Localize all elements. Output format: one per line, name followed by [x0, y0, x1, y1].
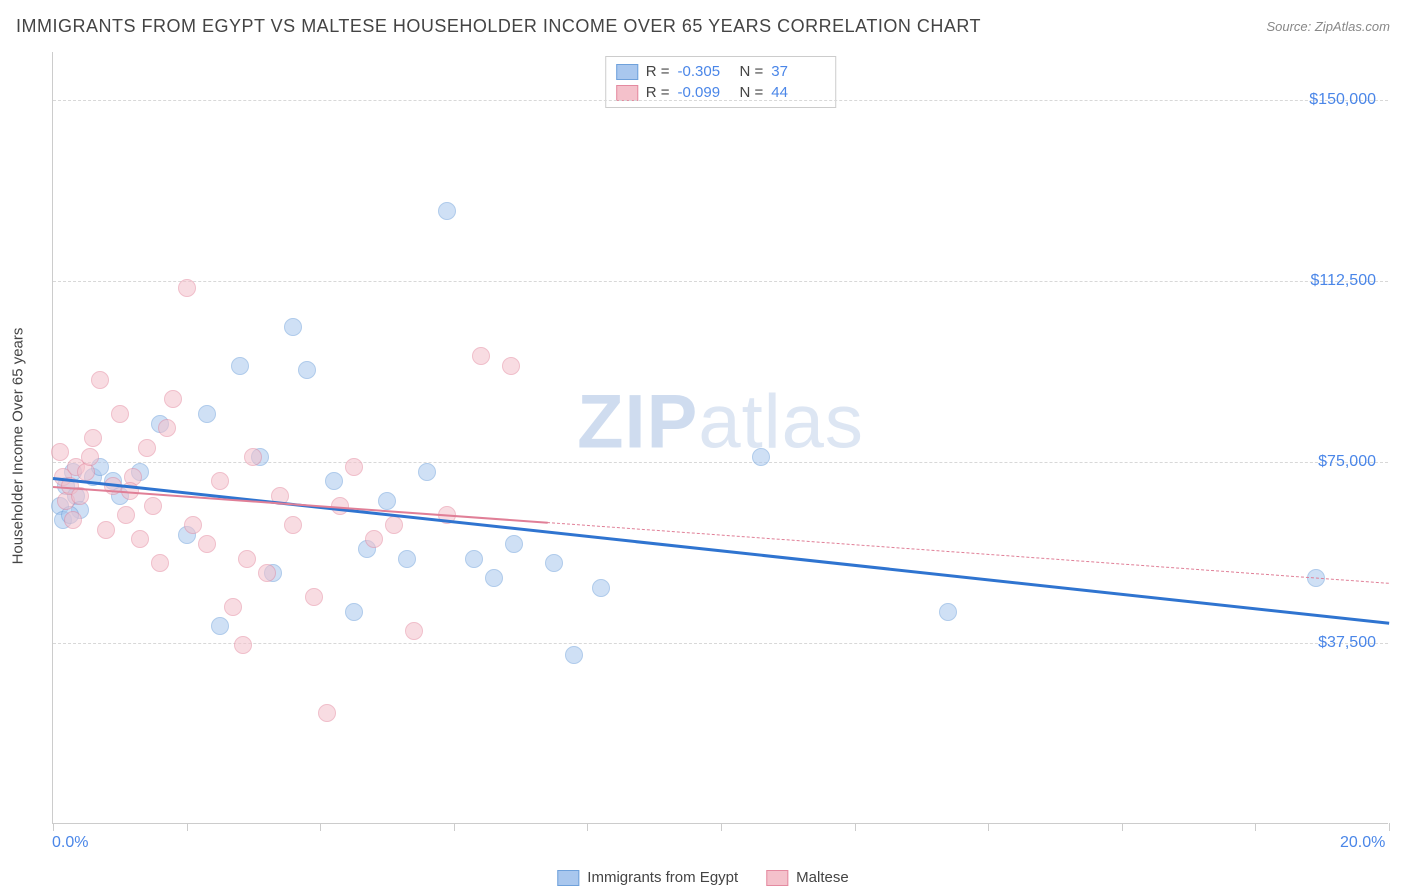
data-point — [111, 405, 129, 423]
n-value: 44 — [771, 84, 825, 101]
x-tick — [320, 823, 321, 831]
data-point — [178, 279, 196, 297]
n-value: 37 — [771, 63, 825, 80]
gridline — [53, 643, 1388, 644]
x-tick — [721, 823, 722, 831]
x-tick — [1389, 823, 1390, 831]
x-tick — [855, 823, 856, 831]
data-point — [198, 405, 216, 423]
data-point — [211, 617, 229, 635]
data-point — [131, 530, 149, 548]
data-point — [418, 463, 436, 481]
legend-item: Immigrants from Egypt — [557, 869, 738, 886]
watermark: ZIPatlas — [577, 379, 864, 466]
data-point — [485, 569, 503, 587]
legend-swatch — [766, 870, 788, 886]
x-tick — [587, 823, 588, 831]
data-point — [51, 443, 69, 461]
scatter-plot-area: ZIPatlas R = -0.305 N = 37 R = -0.099 N = 44 $3… — [52, 52, 1388, 824]
data-point — [398, 550, 416, 568]
data-point — [238, 550, 256, 568]
data-point — [151, 554, 169, 572]
data-point — [385, 516, 403, 534]
data-point — [231, 357, 249, 375]
data-point — [345, 458, 363, 476]
data-point — [138, 439, 156, 457]
data-point — [158, 419, 176, 437]
legend-swatch — [616, 85, 638, 101]
data-point — [318, 704, 336, 722]
data-point — [117, 506, 135, 524]
data-point — [438, 202, 456, 220]
y-axis-title: Householder Income Over 65 years — [10, 328, 27, 565]
data-point — [378, 492, 396, 510]
x-tick — [988, 823, 989, 831]
r-value: -0.305 — [678, 63, 732, 80]
x-tick — [53, 823, 54, 831]
r-value: -0.099 — [678, 84, 732, 101]
x-tick — [1122, 823, 1123, 831]
legend-item: Maltese — [766, 869, 849, 886]
data-point — [211, 472, 229, 490]
chart-title: IMMIGRANTS FROM EGYPT VS MALTESE HOUSEHO… — [16, 16, 981, 37]
data-point — [565, 646, 583, 664]
data-point — [234, 636, 252, 654]
data-point — [405, 622, 423, 640]
data-point — [545, 554, 563, 572]
data-point — [505, 535, 523, 553]
data-point — [184, 516, 202, 534]
legend-stat-row: R = -0.305 N = 37 — [616, 61, 826, 82]
y-tick-label: $75,000 — [1318, 453, 1376, 471]
data-point — [284, 516, 302, 534]
legend-label: Maltese — [796, 869, 849, 886]
data-point — [258, 564, 276, 582]
data-point — [164, 390, 182, 408]
data-point — [97, 521, 115, 539]
x-axis-max-label: 20.0% — [1340, 834, 1385, 852]
data-point — [592, 579, 610, 597]
source-attribution: Source: ZipAtlas.com — [1266, 19, 1390, 34]
trend-line — [547, 522, 1389, 584]
data-point — [198, 535, 216, 553]
data-point — [64, 511, 82, 529]
data-point — [244, 448, 262, 466]
x-tick — [187, 823, 188, 831]
data-point — [298, 361, 316, 379]
data-point — [224, 598, 242, 616]
data-point — [465, 550, 483, 568]
gridline — [53, 281, 1388, 282]
gridline — [53, 100, 1388, 101]
r-label: R = — [646, 84, 670, 101]
data-point — [81, 448, 99, 466]
data-point — [939, 603, 957, 621]
data-point — [752, 448, 770, 466]
r-label: R = — [646, 63, 670, 80]
y-tick-label: $150,000 — [1309, 91, 1376, 109]
data-point — [325, 472, 343, 490]
y-tick-label: $112,500 — [1310, 272, 1376, 290]
data-point — [91, 371, 109, 389]
legend-swatch — [557, 870, 579, 886]
y-tick-label: $37,500 — [1318, 634, 1376, 652]
data-point — [345, 603, 363, 621]
legend-swatch — [616, 64, 638, 80]
n-label: N = — [740, 84, 764, 101]
chart-header: IMMIGRANTS FROM EGYPT VS MALTESE HOUSEHO… — [16, 16, 1390, 37]
data-point — [144, 497, 162, 515]
legend-label: Immigrants from Egypt — [587, 869, 738, 886]
x-axis-min-label: 0.0% — [52, 834, 88, 852]
trend-line — [53, 477, 1389, 624]
n-label: N = — [740, 63, 764, 80]
x-tick — [454, 823, 455, 831]
series-legend: Immigrants from Egypt Maltese — [557, 869, 848, 886]
data-point — [305, 588, 323, 606]
data-point — [472, 347, 490, 365]
data-point — [365, 530, 383, 548]
x-tick — [1255, 823, 1256, 831]
data-point — [84, 429, 102, 447]
data-point — [284, 318, 302, 336]
data-point — [502, 357, 520, 375]
